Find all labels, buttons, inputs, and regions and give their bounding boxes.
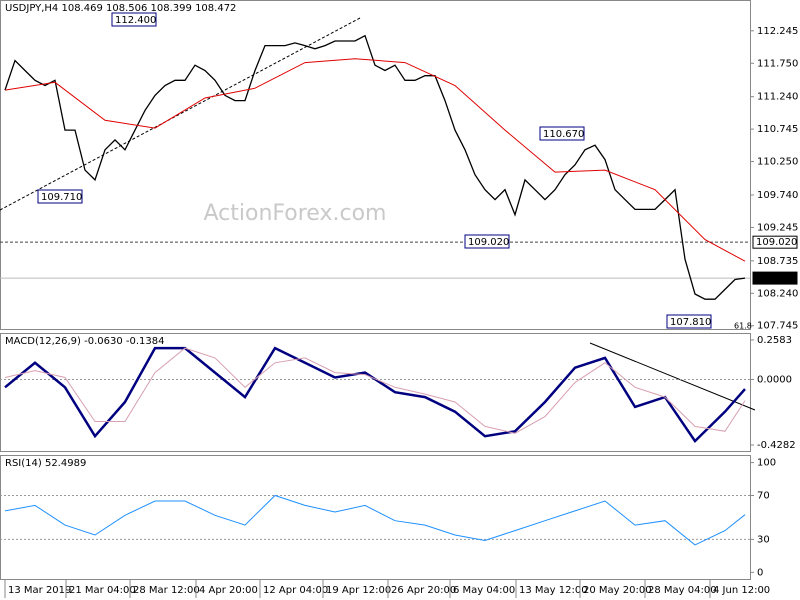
y-tick-label: 111.750 <box>757 58 798 69</box>
series-line <box>4 58 746 262</box>
price-panel <box>0 0 751 330</box>
annotation: 61.8 <box>734 322 752 331</box>
annotation-box <box>111 12 157 27</box>
x-tick-label: 21 Mar 04:00 <box>69 585 136 596</box>
annotation: 109.020 <box>468 237 509 248</box>
panel-title: RSI(14) 52.4989 <box>5 458 86 469</box>
series-line <box>4 34 746 300</box>
price-label: 109.020 <box>756 237 797 248</box>
y-tick-label: 0.2583 <box>757 335 792 346</box>
annotation: 110.670 <box>543 129 584 140</box>
panel-title: MACD(12,26,9) -0.0630 -0.1384 <box>5 336 165 347</box>
y-tick-label: 70 <box>757 491 770 502</box>
x-tick-label: 13 May 12:00 <box>519 585 588 596</box>
macd-panel <box>0 333 751 452</box>
annotation: 109.710 <box>41 192 82 203</box>
price-label-box <box>752 235 798 249</box>
x-tick-label: 13 Mar 2019 <box>8 585 71 596</box>
x-tick-label: 28 May 04:00 <box>648 585 717 596</box>
chart-title: USDJPY,H4 108.469 108.506 108.399 108.47… <box>5 3 236 14</box>
x-tick-label: 26 Apr 20:00 <box>391 585 456 596</box>
price-label: 108.472 <box>756 273 797 284</box>
y-tick-label: 100 <box>757 458 776 469</box>
series-line <box>4 494 746 546</box>
y-tick-label: 0 <box>757 567 763 578</box>
price-label-box <box>752 271 798 285</box>
annotation-box <box>37 189 83 204</box>
y-tick-label: 30 <box>757 534 770 545</box>
x-tick-label: 4 Apr 20:00 <box>199 585 258 596</box>
y-tick-label: -0.4282 <box>757 440 796 451</box>
watermark: ActionForex.com <box>204 201 387 226</box>
y-tick-label: 0.0000 <box>757 374 792 385</box>
series-line <box>4 347 746 434</box>
trend-line <box>589 342 756 411</box>
x-tick-label: 6 May 04:00 <box>453 585 515 596</box>
x-tick-label: 12 Apr 04:00 <box>263 585 328 596</box>
y-tick-label: 110.250 <box>757 157 798 168</box>
y-tick-label: 109.740 <box>757 190 798 201</box>
annotation-box <box>539 126 585 141</box>
x-tick-label: 28 Mar 12:00 <box>133 585 200 596</box>
y-tick-label: 111.240 <box>757 92 798 103</box>
y-tick-label: 108.240 <box>757 288 798 299</box>
annotation: 112.400 <box>115 15 156 26</box>
x-tick-label: 19 Apr 12:00 <box>326 585 391 596</box>
y-tick-label: 108.735 <box>757 256 798 267</box>
annotation-box <box>464 234 510 249</box>
y-tick-label: 107.745 <box>757 321 798 332</box>
x-tick-label: 20 May 20:00 <box>583 585 652 596</box>
rsi-panel <box>0 455 751 580</box>
y-tick-label: 109.245 <box>757 222 798 233</box>
trend-line <box>0 17 361 211</box>
annotation: 107.810 <box>670 317 711 328</box>
x-tick-label: 4 Jun 12:00 <box>713 585 770 596</box>
annotation-box <box>666 314 712 329</box>
series-line <box>4 346 746 444</box>
y-tick-label: 110.745 <box>757 124 798 135</box>
y-tick-label: 112.245 <box>757 26 798 37</box>
